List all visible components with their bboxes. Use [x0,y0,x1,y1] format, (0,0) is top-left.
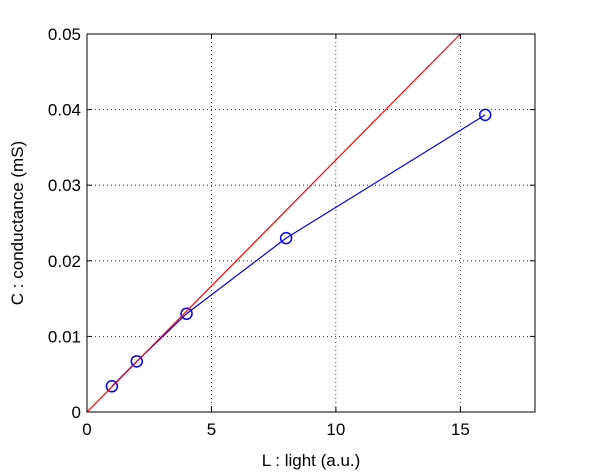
y-tick-label: 0.02 [48,252,81,271]
plot-frame [86,33,536,413]
series-2-line [86,33,461,413]
series-1-point [279,231,293,245]
axis-ticks: 0 5 10 15 0 0.01 0.02 0.03 0.04 0.05 [48,25,535,439]
y-tick-label: 0.01 [48,327,81,346]
x-tick-label: 5 [207,420,216,439]
data-series [86,33,492,413]
x-axis-label: L : light (a.u.) [262,451,361,470]
y-tick-label: 0.04 [48,101,81,120]
y-axis-label: C : conductance (mS) [8,141,27,305]
series-1-point [180,307,193,320]
series-1-point [105,380,119,393]
x-tick-label: 0 [82,420,91,439]
series-1-point [130,355,144,368]
y-tick-label: 0 [72,403,81,422]
series-1-point [478,108,492,122]
x-tick-label: 10 [326,420,345,439]
y-tick-label: 0.03 [48,176,81,195]
y-tick-label: 0.05 [48,25,81,44]
x-tick-label: 15 [451,420,470,439]
